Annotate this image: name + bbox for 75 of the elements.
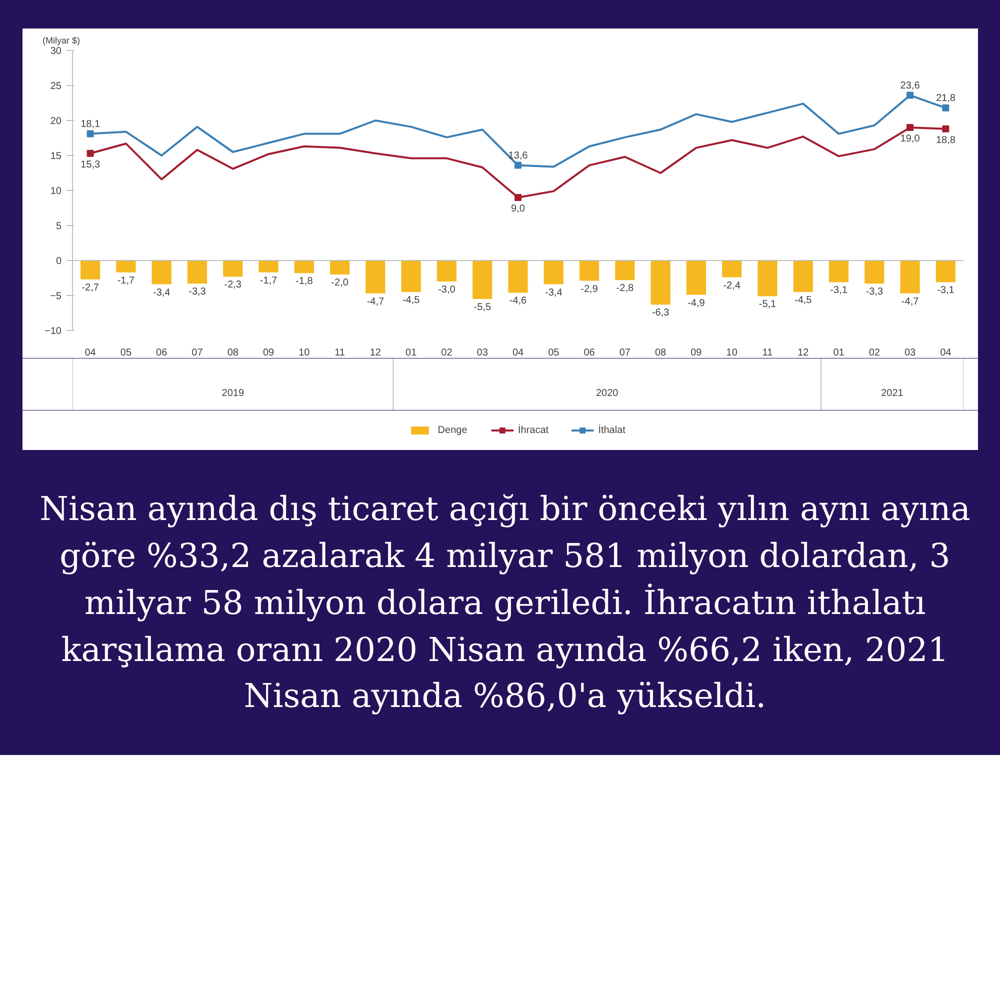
data-label: -4,7 [366,296,384,308]
x-tick-label: 11 [762,348,774,358]
data-label: 23,6 [900,80,920,92]
data-label: -4,6 [509,296,528,307]
x-tick-label: 03 [904,348,916,358]
data-label: -4,5 [794,295,812,306]
data-label: -3,4 [545,287,563,298]
x-tick-label: 08 [655,348,667,358]
y-tick-label: 10 [50,186,62,197]
x-tick-label: 12 [798,348,810,358]
x-tick-label: 04 [84,348,96,358]
data-label: -2,8 [616,283,634,294]
y-tick-label: 5 [56,221,62,232]
data-label: 15,3 [80,159,100,170]
data-label: -5,5 [474,302,492,313]
legend-label: İthalat [598,424,626,436]
data-label: 21,8 [936,92,956,104]
x-tick-label: 09 [690,348,702,358]
data-label: 18,1 [80,118,100,130]
x-tick-label: 02 [868,348,880,358]
x-tick-label: 10 [298,348,310,358]
y-tick-label: 20 [50,116,62,127]
data-label: -4,7 [901,296,920,308]
data-label: -3,0 [438,284,456,296]
y-tick-label: 25 [50,81,62,92]
data-label: -4,9 [688,298,706,309]
data-label: -1,8 [296,276,314,288]
data-label: 18,8 [936,134,956,146]
x-tick-label: 09 [262,348,275,358]
data-label: -3,1 [937,285,955,296]
text: 2020 [596,388,619,399]
text: 2019 [222,388,244,399]
legend-label: Denge [438,425,468,436]
data-label: -3,4 [152,287,171,298]
data-label: -5,1 [758,299,777,310]
x-tick-label: 06 [584,348,596,358]
data-label: -2,7 [82,282,100,294]
x-tick-label: 01 [406,348,418,358]
x-tick-label: 07 [619,348,631,358]
text: Nisan ayında dış ticaret açığı bir önceki yılın aynı ayına göre %33,2 azalarak 4 milyar 581 milyon dolardan, 3 milyar 58 milyon dolara geriledi. İhracatın ithalatı karşılama oranı 2020 Nisan ayında %66,2 iken, 2021 Nisan ayında %86,0'a yükseldi. [38,488,972,718]
data-label: -1,7 [117,275,136,286]
x-tick-label: 04 [512,348,524,358]
x-tick-label: 03 [476,348,488,358]
x-tick-label: 10 [726,348,738,358]
data-label: -3,1 [830,285,848,296]
y-tick-label: 15 [50,151,62,162]
y-axis-title: (Milyar $) [42,36,80,46]
legend-label: İhracat [518,424,549,436]
x-tick-label: 07 [192,348,204,358]
x-tick-label: 05 [548,348,560,358]
data-label: -3,3 [866,286,884,298]
data-label: -3,3 [188,286,206,298]
text: 2021 [881,388,904,399]
data-label: -2,4 [723,280,741,292]
x-tick-label: 01 [833,348,845,358]
x-tick-label: 08 [227,348,239,358]
x-tick-label: 12 [370,348,382,358]
data-label: -2,3 [224,280,242,291]
y-tick-label: 0 [56,256,62,267]
x-tick-label: 05 [120,348,132,358]
y-tick-label: −10 [44,326,62,337]
data-label: 13,6 [508,150,528,162]
x-tick-label: 11 [334,348,346,358]
x-tick-label: 04 [940,348,952,358]
data-label: -1,7 [260,275,278,286]
x-tick-label: 02 [441,348,453,358]
y-tick-label: −5 [50,291,62,302]
x-tick-label: 06 [156,348,168,358]
data-label: -2,0 [331,278,349,288]
data-label: -4,5 [402,295,420,306]
data-label: 9,0 [511,204,526,214]
y-tick-label: 30 [50,46,62,57]
data-label: -2,9 [580,284,598,295]
data-label: 19,0 [900,134,920,144]
data-label: -6,3 [652,308,670,319]
